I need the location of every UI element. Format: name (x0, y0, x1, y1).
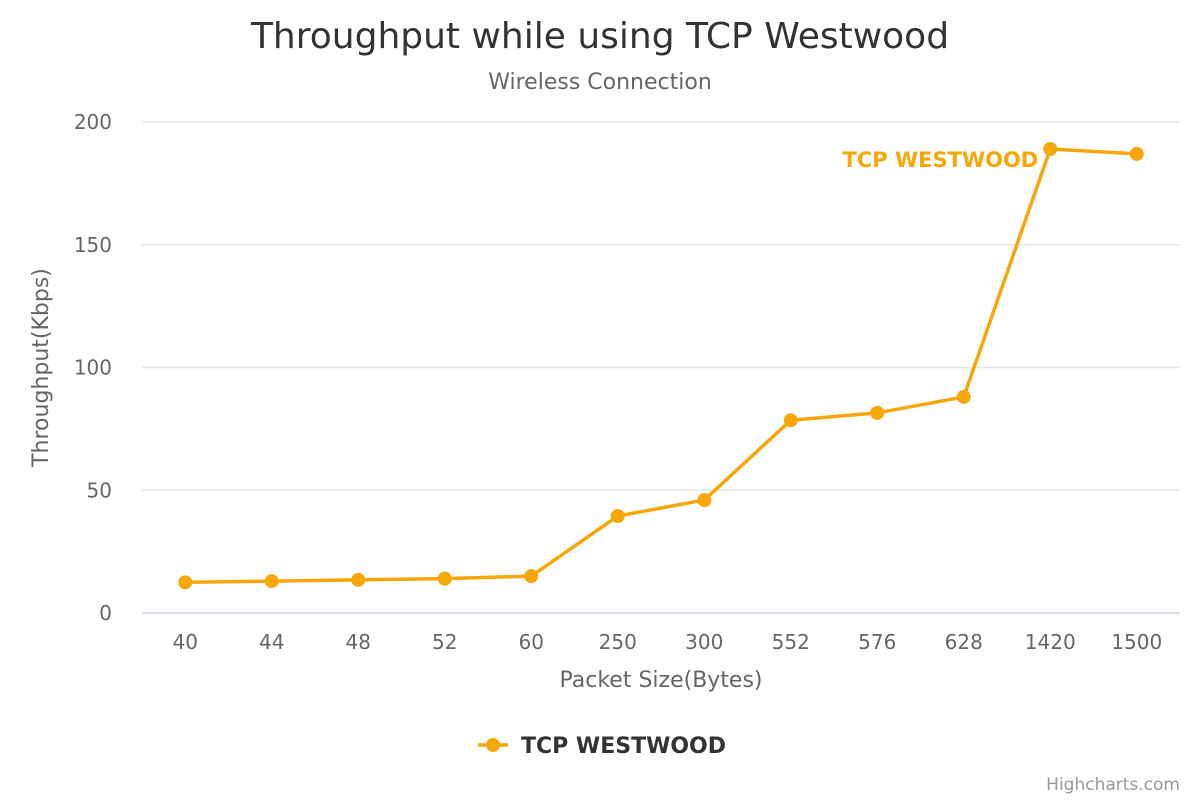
x-tick-label-40: 40 (173, 630, 198, 654)
data-point-40[interactable] (178, 575, 193, 590)
x-axis-title: Packet Size(Bytes) (559, 668, 762, 693)
x-tick-label-576: 576 (858, 630, 896, 654)
data-point-48[interactable] (351, 572, 366, 587)
x-tick-label-300: 300 (685, 630, 723, 654)
x-tick-label-52: 52 (432, 630, 457, 654)
x-tick-label-60: 60 (519, 630, 544, 654)
data-point-1500[interactable] (1129, 146, 1144, 161)
legend[interactable]: TCP WESTWOOD (478, 734, 726, 759)
data-point-1420[interactable] (1043, 142, 1058, 157)
y-tick-label-200: 200 (74, 110, 112, 134)
data-point-250[interactable] (610, 509, 625, 524)
chart-subtitle: Wireless Connection (488, 70, 712, 95)
x-tick-label-1500: 1500 (1111, 630, 1162, 654)
legend-item-tcp-westwood[interactable]: TCP WESTWOOD (521, 734, 726, 759)
chart-title: Throughput while using TCP Westwood (250, 16, 949, 57)
data-point-44[interactable] (264, 574, 279, 589)
x-tick-label-44: 44 (259, 630, 284, 654)
y-axis-title: Throughput(Kbps) (29, 268, 54, 468)
data-point-628[interactable] (956, 389, 971, 404)
x-tick-label-552: 552 (772, 630, 810, 654)
x-tick-label-250: 250 (599, 630, 637, 654)
x-tick-label-1420: 1420 (1025, 630, 1076, 654)
y-tick-label-50: 50 (87, 478, 112, 502)
y-gridlines (142, 121, 1180, 491)
y-tick-label-100: 100 (74, 356, 112, 380)
data-point-300[interactable] (697, 493, 712, 508)
data-point-52[interactable] (437, 571, 452, 586)
data-point-60[interactable] (524, 569, 539, 584)
x-tick-label-48: 48 (346, 630, 371, 654)
series-data-label: TCP WESTWOOD (843, 148, 1039, 172)
y-axis-ticks: 0 50 100 150 200 (74, 110, 112, 625)
series-line-0 (183, 147, 1139, 585)
y-tick-label-150: 150 (74, 233, 112, 257)
x-tick-label-628: 628 (945, 630, 983, 654)
data-point-552[interactable] (783, 413, 798, 428)
y-tick-label-0: 0 (99, 601, 112, 625)
x-axis-ticks: 40 44 48 52 60 250 300 552 576 628 1420 1500 (173, 630, 1163, 654)
legend-marker-symbol (486, 738, 500, 752)
credits-link[interactable]: Highcharts.com (1046, 775, 1180, 795)
series-group (178, 142, 1144, 590)
data-point-576[interactable] (870, 405, 885, 420)
